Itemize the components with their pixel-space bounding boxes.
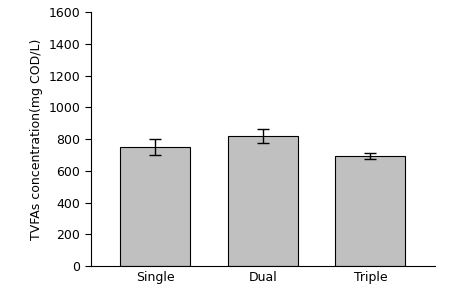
Bar: [335, 156, 405, 266]
Bar: [120, 147, 190, 266]
Bar: [228, 136, 298, 266]
Y-axis label: TVFAs concentration(mg COD/L): TVFAs concentration(mg COD/L): [30, 39, 43, 240]
